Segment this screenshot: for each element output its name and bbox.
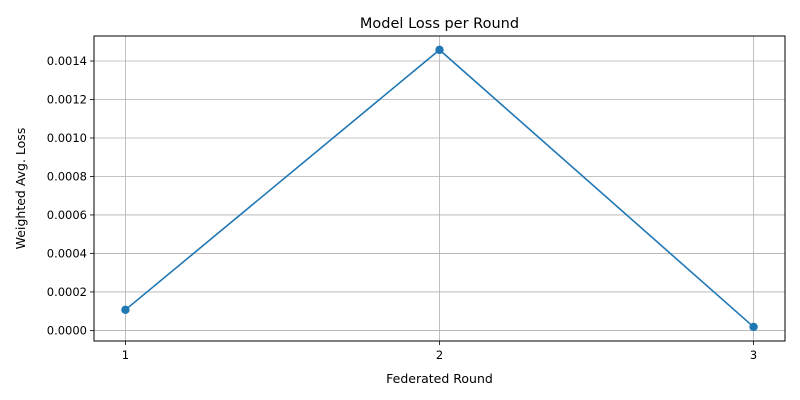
x-tick-label: 1 xyxy=(122,348,129,362)
data-point xyxy=(435,45,444,55)
y-tick-label: 0.0014 xyxy=(47,54,87,68)
x-axis-label: Federated Round xyxy=(386,371,493,386)
series-layer xyxy=(121,45,758,332)
y-tick-label: 0.0012 xyxy=(47,93,87,107)
y-axis-label: Weighted Avg. Loss xyxy=(13,128,28,250)
y-tick-label: 0.0010 xyxy=(47,131,87,145)
y-tick-label: 0.0004 xyxy=(47,246,87,260)
x-axis-ticks: 1 2 3 xyxy=(122,341,757,362)
x-tick-label: 2 xyxy=(436,348,443,362)
y-tick-label: 0.0006 xyxy=(47,208,87,222)
y-axis-ticks: 0.0000 0.0002 0.0004 0.0006 0.0008 0.0010 0.00… xyxy=(47,54,94,337)
grid-lines xyxy=(94,36,785,341)
data-point xyxy=(749,322,758,332)
y-tick-label: 0.0000 xyxy=(47,323,87,337)
y-tick-label: 0.0002 xyxy=(47,285,87,299)
x-tick-label: 3 xyxy=(750,348,757,362)
chart-title: Model Loss per Round xyxy=(360,16,519,32)
y-tick-label: 0.0008 xyxy=(47,169,87,183)
data-point xyxy=(121,305,130,315)
